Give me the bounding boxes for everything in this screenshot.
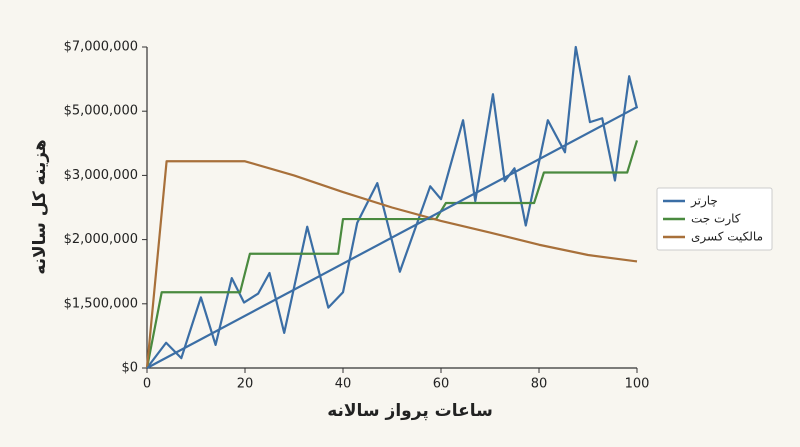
y-tick-label: $0 [121, 361, 138, 376]
y-tick-label: $2,000,000 [64, 232, 138, 247]
y-tick-label: $5,000,000 [64, 104, 138, 119]
legend-label: چارتر [690, 194, 718, 209]
series-line [146, 45, 639, 369]
x-tick-label: 60 [433, 377, 450, 392]
legend-label: مالکیت کسری [691, 230, 763, 245]
y-tick-label: $3,000,000 [64, 168, 138, 183]
x-tick-label: 0 [143, 377, 151, 392]
series-line [146, 106, 638, 369]
y-tick-label: $7,000,000 [64, 40, 138, 55]
x-tick-label: 100 [625, 377, 650, 392]
x-tick-label: 40 [335, 377, 352, 392]
series-line [145, 160, 638, 369]
x-axis-title: ساعات پرواز سالانه [327, 401, 493, 421]
x-tick-label: 80 [531, 377, 548, 392]
x-tick-label: 20 [237, 377, 254, 392]
y-axis-title: هزینه کل سالانه [30, 139, 50, 274]
legend-label: کارت جت [691, 212, 741, 227]
legend-box [656, 187, 773, 251]
y-tick-label: $1,500,000 [64, 296, 138, 311]
series-line [145, 140, 639, 369]
